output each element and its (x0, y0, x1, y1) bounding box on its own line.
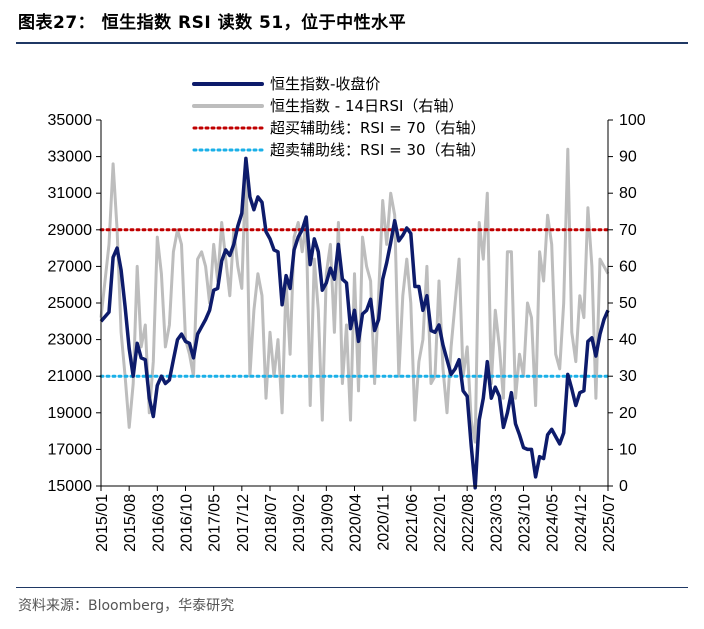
left-tick-label: 29000 (48, 222, 93, 239)
legend-label: 超买辅助线：RSI = 70（右轴） (270, 119, 486, 137)
right-tick-label: 70 (619, 222, 637, 239)
right-tick-label: 90 (619, 149, 637, 166)
left-tick-label: 15000 (48, 478, 93, 495)
x-axis-ticks: 2015/01 2015/08 2016/03 2016/10 2017/05 2017/… (94, 486, 618, 552)
x-tick-label: 2018/07 (263, 494, 280, 552)
title-rule (16, 42, 688, 44)
x-tick-label: 2022/08 (460, 494, 477, 552)
plot-area (99, 147, 610, 490)
source-rule (16, 587, 688, 588)
x-tick-label: 2025/07 (601, 494, 618, 552)
price-series-line (99, 156, 610, 490)
left-tick-label: 27000 (48, 258, 93, 275)
x-tick-label: 2023/03 (488, 494, 505, 552)
x-tick-label: 2017/12 (235, 494, 252, 552)
left-tick-label: 33000 (48, 149, 93, 166)
right-tick-label: 10 (619, 441, 637, 458)
x-tick-label: 2017/05 (207, 494, 224, 552)
right-tick-label: 30 (619, 368, 637, 385)
right-tick-label: 100 (619, 112, 646, 129)
left-tick-label: 25000 (48, 295, 93, 312)
figure-title: 图表27： 恒生指数 RSI 读数 51，位于中性水平 (18, 13, 407, 33)
x-tick-label: 2020/11 (376, 494, 393, 551)
left-axis-ticks: 15000 17000 19000 21000 23000 25000 27000 29000… (48, 112, 101, 495)
left-tick-label: 19000 (48, 405, 93, 422)
x-tick-label: 2023/10 (517, 494, 534, 552)
right-tick-label: 40 (619, 332, 637, 349)
x-tick-label: 2015/08 (122, 494, 139, 552)
source-note: 资料来源：Bloomberg，华泰研究 (18, 598, 235, 614)
right-axis-ticks: 0 10 20 30 40 50 60 70 80 90 100 (608, 112, 646, 495)
legend-label: 超卖辅助线：RSI = 30（右轴） (270, 141, 486, 159)
left-tick-label: 31000 (48, 185, 93, 202)
x-tick-label: 2020/04 (348, 494, 365, 552)
x-tick-label: 2015/01 (94, 494, 111, 552)
left-tick-label: 21000 (48, 368, 93, 385)
x-tick-label: 2021/06 (404, 494, 421, 552)
x-tick-label: 2022/01 (432, 494, 449, 552)
rsi-series-line (99, 147, 610, 444)
x-tick-label: 2019/09 (319, 494, 336, 552)
x-tick-label: 2016/03 (150, 494, 167, 552)
x-tick-label: 2024/12 (573, 494, 590, 552)
left-tick-label: 35000 (48, 112, 93, 129)
x-tick-label: 2024/05 (545, 494, 562, 552)
x-tick-label: 2019/02 (291, 494, 308, 552)
legend-label: 恒生指数-收盘价 (270, 75, 380, 93)
left-tick-label: 23000 (48, 332, 93, 349)
left-tick-label: 17000 (48, 441, 93, 458)
right-tick-label: 0 (619, 478, 628, 495)
right-tick-label: 20 (619, 405, 637, 422)
right-tick-label: 60 (619, 258, 637, 275)
legend-label: 恒生指数 - 14日RSI（右轴） (270, 97, 463, 115)
right-tick-label: 50 (619, 295, 637, 312)
right-tick-label: 80 (619, 185, 637, 202)
x-tick-label: 2016/10 (179, 494, 196, 552)
